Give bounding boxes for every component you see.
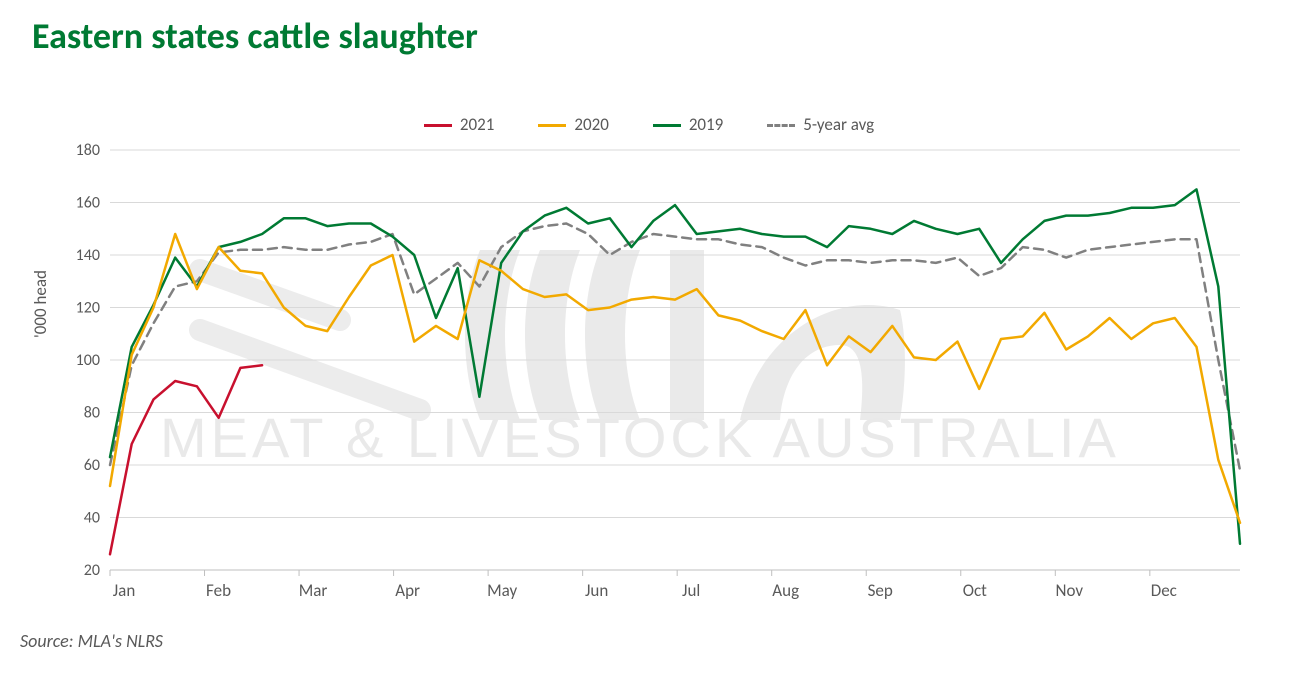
legend-label: 5-year avg [803,114,874,135]
svg-text:20: 20 [84,561,100,580]
svg-text:Aug: Aug [772,580,799,601]
y-axis-label: '000 head [30,270,51,338]
svg-text:May: May [487,580,517,601]
svg-text:Jul: Jul [682,580,700,601]
svg-text:Oct: Oct [963,580,987,601]
svg-text:Dec: Dec [1151,580,1177,601]
svg-text:120: 120 [76,299,100,318]
svg-text:60: 60 [84,456,100,475]
legend-label: 2019 [689,114,723,135]
legend-item: 2020 [538,114,608,135]
legend-item: 2021 [424,114,494,135]
svg-text:Jun: Jun [585,580,608,601]
svg-text:180: 180 [76,141,100,160]
legend-label: 2020 [574,114,608,135]
legend-item: 2019 [653,114,723,135]
legend-swatch [653,124,681,127]
svg-text:140: 140 [76,246,100,265]
legend-item: 5-year avg [767,114,874,135]
source-note: Source: MLA's NLRS [20,630,163,652]
svg-text:Apr: Apr [395,580,420,601]
svg-text:160: 160 [76,194,100,213]
svg-text:80: 80 [84,404,100,423]
svg-text:40: 40 [84,509,100,528]
legend-swatch [538,124,566,127]
svg-text:Feb: Feb [206,580,231,601]
legend: 2021 2020 2019 5-year avg [0,110,1298,135]
svg-text:100: 100 [76,351,100,370]
legend-swatch [767,124,795,127]
svg-text:Nov: Nov [1056,580,1084,601]
chart-title: Eastern states cattle slaughter [32,14,478,58]
legend-swatch [424,124,452,127]
chart-page: Eastern states cattle slaughter MEAT & L… [0,0,1298,674]
plot-area: 20406080100120140160180JanFebMarAprMayJu… [110,150,1240,570]
legend-label: 2021 [460,114,494,135]
svg-text:Sep: Sep [868,580,893,601]
svg-text:Mar: Mar [299,580,328,601]
svg-text:Jan: Jan [113,580,136,601]
